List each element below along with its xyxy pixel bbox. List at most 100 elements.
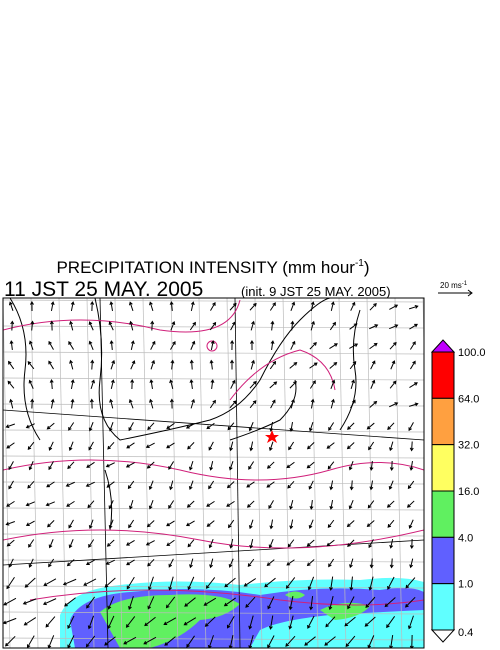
wind-arrow	[168, 500, 175, 509]
wind-arrow	[186, 500, 195, 508]
wind-arrow	[89, 398, 94, 409]
wind-arrow	[48, 441, 54, 451]
wind-arrow	[69, 320, 74, 331]
wind-arrow	[347, 539, 355, 548]
wind-arrow	[128, 398, 134, 409]
wind-arrow	[289, 421, 294, 432]
colorbar-label: 64.0	[458, 393, 479, 405]
wind-arrow	[228, 634, 234, 648]
colorbar-segment	[431, 444, 455, 492]
grid-line	[310, 298, 319, 648]
wind-arrow	[250, 359, 255, 370]
wind-arrow	[166, 422, 175, 429]
wind-arrow	[128, 301, 134, 312]
wind-arrow	[43, 578, 57, 586]
wind-arrow	[248, 461, 255, 470]
wind-arrow	[325, 616, 336, 628]
wind-arrow	[369, 324, 379, 330]
wind-arrow	[269, 360, 277, 370]
grid-line	[394, 298, 403, 648]
wind-arrow	[387, 576, 395, 590]
wind-arrow	[324, 636, 336, 646]
grid-line	[3, 585, 424, 589]
wind-arrow	[62, 578, 77, 586]
wind-arrow	[405, 577, 416, 589]
wind-arrow	[327, 461, 335, 470]
grid-line	[114, 298, 123, 648]
grid-line	[3, 611, 424, 615]
station-marker	[265, 430, 279, 443]
wind-arrow	[109, 340, 114, 351]
wind-arrow	[3, 617, 17, 625]
wind-arrow	[69, 359, 74, 370]
wind-arrow	[386, 500, 395, 508]
wind-arrow	[108, 422, 114, 432]
wind-arrow	[188, 460, 194, 471]
wind-arrow	[344, 616, 356, 627]
wind-arrow	[285, 635, 296, 647]
wind-arrow	[330, 301, 335, 312]
wind-arrow	[248, 519, 254, 530]
wind-arrow	[70, 398, 75, 409]
wind-arrow	[170, 321, 176, 331]
wind-arrow	[408, 519, 414, 529]
grid-line	[58, 298, 67, 648]
colorbar-segment	[431, 583, 455, 631]
wind-arrow	[226, 615, 235, 629]
wind-arrow	[126, 559, 135, 566]
wind-arrow	[330, 379, 336, 389]
wind-arrow	[287, 539, 295, 548]
wind-arrow	[166, 539, 175, 547]
wind-arrow	[245, 596, 256, 608]
grid-line	[338, 298, 347, 648]
wind-arrow	[190, 301, 195, 312]
wind-arrow	[127, 480, 135, 490]
wind-arrow	[310, 320, 315, 331]
wind-arrow	[206, 422, 215, 430]
wind-arrow	[187, 539, 195, 548]
wind-arrow	[309, 595, 314, 611]
wind-arrow	[269, 519, 274, 530]
colorbar-over	[430, 339, 456, 353]
wind-arrow	[229, 302, 237, 311]
wind-arrow	[310, 398, 315, 409]
grid-line	[3, 325, 424, 329]
wind-arrow	[269, 381, 278, 389]
wind-arrow	[190, 340, 196, 350]
wind-arrow	[30, 398, 35, 409]
wind-arrow	[409, 634, 414, 648]
wind-arrow	[268, 441, 274, 452]
wind-arrow	[146, 461, 155, 469]
grid-line	[3, 403, 424, 407]
wind-arrow	[387, 519, 395, 528]
wind-arrow	[346, 520, 355, 528]
wind-arrow	[68, 519, 74, 529]
map	[3, 298, 424, 648]
wind-arrow	[23, 617, 37, 626]
wind-arrow	[27, 441, 35, 450]
wind-arrow	[126, 576, 135, 590]
wind-arrow	[9, 398, 14, 409]
wind-arrow	[6, 500, 15, 507]
wind-arrow	[248, 615, 254, 630]
wind-arrow	[166, 520, 175, 527]
wind-arrow	[42, 598, 57, 606]
wind-arrow	[270, 399, 276, 409]
wind-arrow	[228, 558, 234, 568]
wind-arrow	[309, 342, 317, 350]
wind-arrow	[143, 636, 157, 645]
wind-arrow	[187, 576, 195, 591]
colorbar-label: 1.0	[458, 579, 473, 591]
wind-arrow	[86, 596, 96, 609]
title-close: )	[364, 258, 370, 277]
colorbar-segment	[431, 397, 455, 446]
wind-arrow	[28, 461, 34, 471]
wind-arrow	[366, 520, 375, 528]
wind-arrow	[168, 576, 174, 591]
wind-legend-exponent: -1	[462, 281, 468, 287]
wind-arrow	[29, 301, 34, 312]
wind-arrow	[349, 323, 358, 330]
wind-arrow	[349, 360, 357, 370]
wind-arrow	[389, 402, 399, 408]
wind-arrow	[249, 302, 257, 311]
